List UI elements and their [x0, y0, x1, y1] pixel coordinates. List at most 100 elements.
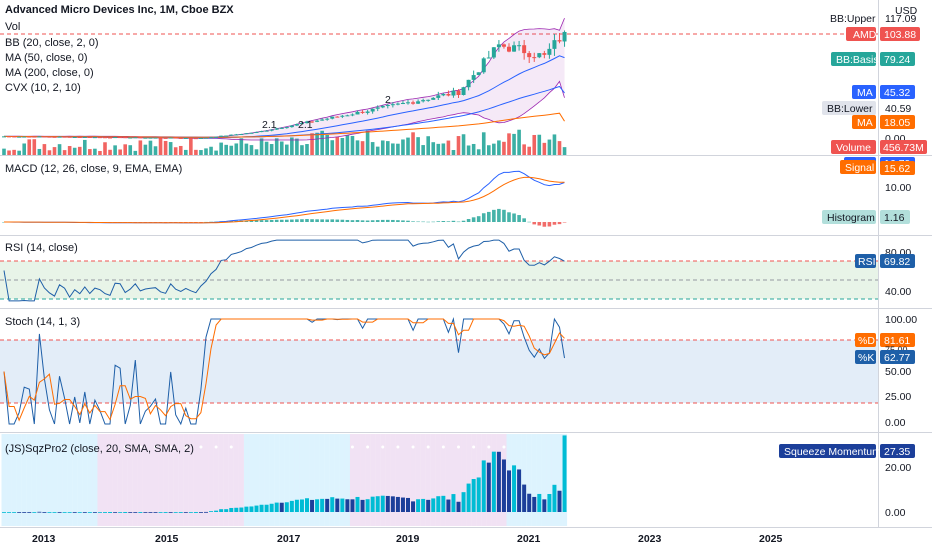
cvx-marker-2: 2.1	[298, 119, 313, 131]
squeeze-bg-cell	[193, 434, 199, 526]
candle-body	[178, 137, 183, 139]
legend-ma50[interactable]: MA (50, close, 0)	[5, 52, 88, 64]
candle-body	[153, 137, 158, 139]
candle-body	[47, 136, 52, 138]
legend-vol[interactable]: Vol	[5, 21, 20, 33]
volume-bar	[57, 144, 62, 155]
squeeze-bar	[365, 499, 370, 512]
symbol-title[interactable]: Advanced Micro Devices Inc, 1M, Cboe BZX	[5, 4, 234, 16]
candle-body	[294, 124, 299, 126]
candle-body	[406, 102, 410, 104]
legend-rsi[interactable]: RSI (14, close)	[5, 242, 78, 254]
candle-body	[118, 137, 123, 139]
legend-stoch[interactable]: Stoch (14, 1, 3)	[5, 316, 80, 328]
volume-bar	[471, 143, 476, 155]
squeeze-bg-cell	[163, 434, 169, 526]
squeeze-bar	[128, 512, 133, 513]
volume-bar	[123, 144, 127, 155]
volume-bar	[396, 143, 400, 155]
candle-body	[325, 118, 330, 120]
squeeze-bg-cell	[6, 434, 12, 526]
volume-bar	[67, 146, 72, 155]
legend-cvx[interactable]: CVX (10, 2, 10)	[5, 82, 81, 94]
legend-ma200[interactable]: MA (200, close, 0)	[5, 67, 94, 79]
amd-label: AMD	[853, 29, 877, 41]
stoch-d-value: 81.61	[884, 335, 910, 347]
candle-body	[224, 135, 229, 137]
legend-macd[interactable]: MACD (12, 26, close, 9, EMA, EMA)	[5, 163, 182, 175]
macd-histogram-bar	[512, 213, 516, 222]
volume-bar	[562, 147, 567, 155]
volume-bar	[466, 145, 471, 155]
volume-bar	[2, 148, 6, 155]
legends[interactable]: Advanced Micro Devices Inc, 1M, Cboe BZX…	[5, 4, 234, 455]
macd-histogram-bar	[507, 212, 511, 222]
squeeze-bar	[168, 512, 173, 513]
squeeze-dot	[169, 445, 173, 449]
sqz-axis: Squeeze Momentum 27.35 20.00 0.00	[779, 444, 915, 519]
squeeze-bar	[219, 509, 224, 512]
squeeze-bg-cell	[349, 434, 355, 526]
squeeze-bar	[193, 512, 198, 513]
squeeze-dot	[366, 445, 370, 449]
macd-histogram-bar	[285, 219, 289, 222]
histogram-label: Histogram	[827, 212, 875, 224]
candle-body	[214, 136, 219, 138]
legend-sqz[interactable]: (JS)SqzPro2 (close, 20, SMA, SMA, 2)	[5, 443, 194, 455]
sqz-label: Squeeze Momentum	[784, 446, 881, 458]
volume-bar	[492, 143, 496, 155]
rsi-label: RSI	[858, 256, 876, 268]
candle-body	[436, 95, 441, 98]
macd-histogram-bar	[325, 219, 329, 222]
squeeze-bar	[385, 495, 390, 512]
candle-body	[537, 53, 542, 58]
squeeze-bg-cell	[228, 434, 234, 526]
volume-bar	[128, 145, 133, 155]
squeeze-dot	[214, 445, 218, 449]
candle-body	[22, 136, 27, 138]
squeeze-bg-cell	[284, 434, 290, 526]
squeeze-bg-cell	[1, 434, 7, 526]
candle-body	[254, 131, 259, 133]
candle-body	[395, 103, 400, 105]
volume-bar	[431, 142, 436, 155]
candle-body	[451, 90, 456, 96]
macd-histogram-bar	[481, 213, 486, 222]
candle-body	[340, 115, 345, 117]
candle-body	[193, 138, 198, 140]
squeeze-bg-cell	[26, 434, 32, 526]
bb-upper-value: 117.09	[885, 13, 916, 25]
cvx-marker-1: 2.1	[262, 119, 277, 131]
volume-bar	[391, 143, 395, 155]
squeeze-bar	[491, 451, 496, 512]
squeeze-bar	[77, 512, 82, 513]
legend-bb[interactable]: BB (20, close, 2, 0)	[5, 37, 99, 49]
volume-bar	[290, 137, 294, 155]
volume-bar	[138, 140, 143, 155]
squeeze-bg-cell	[233, 434, 239, 526]
volume-label: Volume	[836, 142, 871, 154]
bollinger-fill	[4, 18, 565, 140]
squeeze-bar	[400, 497, 405, 512]
squeeze-bg-cell	[16, 434, 22, 526]
volume-bar	[522, 144, 526, 155]
macd-histogram-bar	[290, 219, 294, 222]
macd-histogram-bar	[178, 222, 183, 223]
squeeze-bg-cell	[67, 434, 73, 526]
squeeze-bar	[522, 484, 527, 512]
squeeze-bar	[138, 512, 143, 513]
squeeze-bar	[315, 499, 320, 512]
candle-body	[557, 40, 562, 42]
squeeze-bar	[562, 435, 567, 512]
squeeze-bg-cell	[218, 434, 224, 526]
macd-histogram-bar	[264, 220, 269, 222]
macd-histogram-bar	[406, 220, 410, 222]
squeeze-bg-cell	[238, 434, 244, 526]
ma50-value: 45.32	[884, 87, 910, 99]
currency-label: USD	[895, 5, 918, 17]
squeeze-bar	[496, 451, 501, 512]
squeeze-bar	[62, 512, 67, 513]
candle-body	[345, 115, 350, 117]
volume-bar	[340, 138, 345, 155]
squeeze-bar	[375, 496, 380, 512]
